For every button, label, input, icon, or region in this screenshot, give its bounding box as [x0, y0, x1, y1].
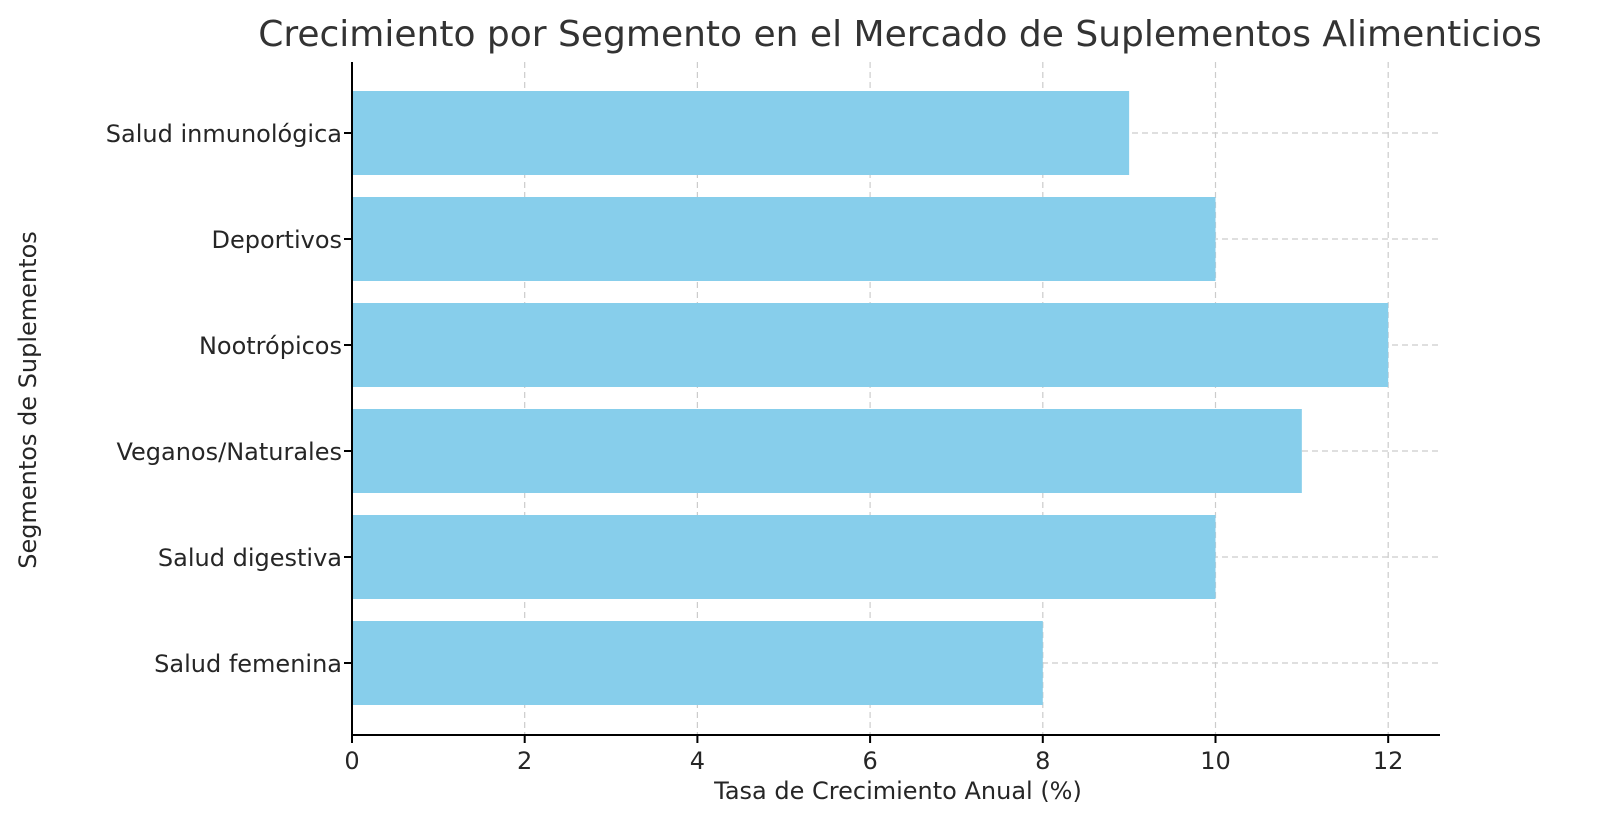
y-tick-label: Salud inmunológica: [106, 120, 342, 148]
bar: [352, 621, 1043, 705]
axes: [351, 62, 1440, 736]
x-tick-label: 8: [1035, 747, 1050, 775]
x-tick-label: 4: [690, 747, 705, 775]
chart-title: Crecimiento por Segmento en el Mercado d…: [258, 14, 1542, 55]
bar: [352, 303, 1389, 387]
bar: [352, 91, 1130, 175]
bar: [352, 409, 1302, 493]
y-tick-label: Salud digestiva: [158, 544, 342, 572]
ticks: 0 2 4 6 8 10 12 Salud femenina Salud digestiva Ve…: [106, 120, 1404, 775]
y-tick-label: Veganos/Naturales: [116, 438, 342, 466]
y-axis-label: Segmentos de Suplementos: [14, 231, 42, 569]
y-tick-label: Deportivos: [212, 226, 343, 254]
x-tick-label: 0: [344, 747, 359, 775]
bar: [352, 197, 1216, 281]
bars: [352, 91, 1389, 705]
x-tick-label: 12: [1373, 747, 1404, 775]
y-tick-label: Salud femenina: [154, 650, 342, 678]
x-tick-label: 6: [862, 747, 877, 775]
x-tick-label: 2: [517, 747, 532, 775]
x-tick-label: 10: [1200, 747, 1231, 775]
bar: [352, 515, 1216, 599]
y-tick-label: Nootrópicos: [199, 332, 342, 360]
x-axis-label: Tasa de Crecimiento Anual (%): [713, 777, 1082, 805]
